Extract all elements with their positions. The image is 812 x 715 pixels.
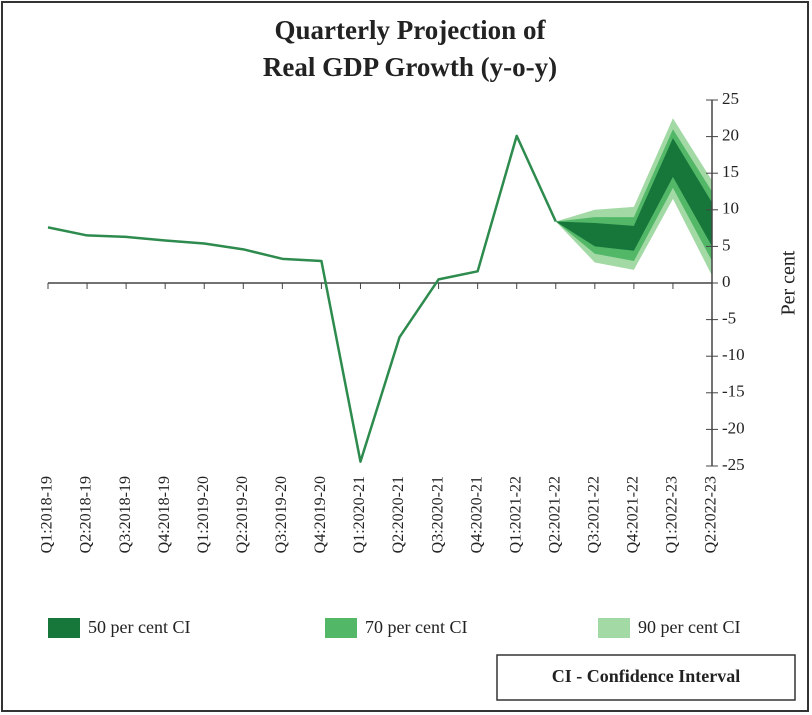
- y-tick-label: -10: [722, 345, 745, 364]
- note: CI - Confidence Interval: [552, 666, 740, 686]
- legend-swatch: [325, 618, 357, 638]
- confidence-band: [555, 138, 712, 251]
- x-tick-label: Q2:2022-23: [703, 476, 720, 553]
- chart-title: Real GDP Growth (y-o-y): [263, 52, 557, 82]
- y-tick-label: -15: [722, 382, 745, 401]
- x-tick-label: Q4:2019-20: [312, 476, 329, 553]
- x-tick-label: Q1:2018-19: [39, 476, 56, 553]
- y-tick-label: 25: [722, 89, 739, 108]
- x-tick-label: Q4:2021-22: [625, 476, 642, 553]
- x-tick-label: Q2:2020-21: [390, 476, 407, 553]
- chart-title: Quarterly Projection of: [275, 15, 547, 45]
- legend-label: 70 per cent CI: [365, 617, 467, 637]
- y-tick-label: 0: [722, 272, 731, 291]
- legend-label: 50 per cent CI: [88, 617, 190, 637]
- y-tick-label: 20: [722, 126, 739, 145]
- note-box: [496, 654, 796, 701]
- growth-line: [47, 134, 557, 463]
- y-tick-label: 15: [722, 162, 739, 181]
- y-tick-label: -20: [722, 418, 745, 437]
- legend-label: 90 per cent CI: [638, 617, 740, 637]
- x-tick-label: Q1:2020-21: [351, 476, 368, 553]
- legend-swatch: [48, 618, 80, 638]
- y-axis-label: Per cent: [778, 250, 800, 315]
- x-tick-label: Q3:2018-19: [117, 476, 134, 553]
- x-tick-label: Q1:2019-20: [195, 476, 212, 553]
- x-tick-label: Q4:2018-19: [156, 476, 173, 553]
- x-tick-label: Q1:2022-23: [664, 476, 681, 553]
- x-tick-label: Q2:2021-22: [546, 476, 563, 553]
- x-tick-label: Q2:2018-19: [78, 476, 95, 553]
- x-tick-label: Q1:2021-22: [507, 476, 524, 553]
- y-tick-label: -5: [722, 309, 736, 328]
- y-tick-label: -25: [722, 455, 745, 474]
- x-tick-label: Q4:2020-21: [468, 476, 485, 553]
- y-tick-label: 5: [722, 235, 731, 254]
- y-tick-label: 10: [722, 199, 739, 218]
- x-tick-label: Q3:2019-20: [273, 476, 290, 553]
- legend-swatch: [598, 618, 630, 638]
- x-tick-label: Q3:2021-22: [585, 476, 602, 553]
- x-tick-label: Q3:2020-21: [429, 476, 446, 553]
- x-tick-label: Q2:2019-20: [234, 476, 251, 553]
